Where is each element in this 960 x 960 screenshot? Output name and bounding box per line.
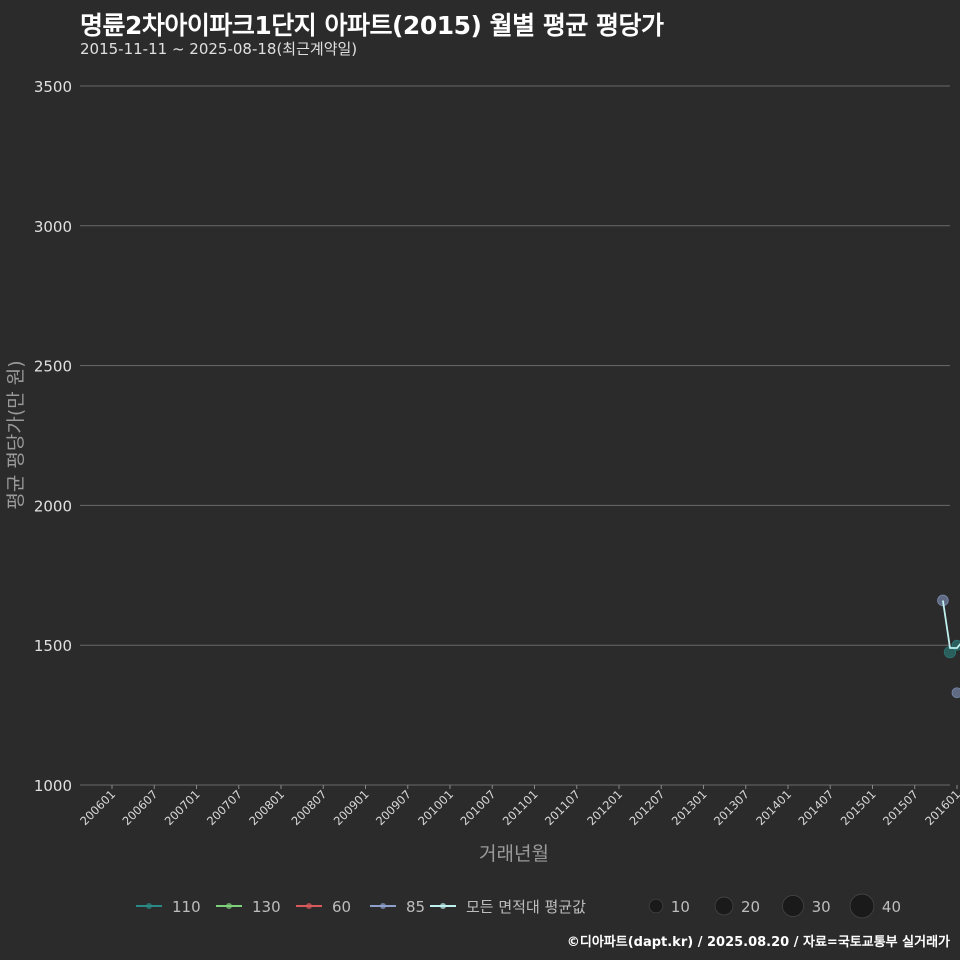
x-tick-label: 201301 bbox=[669, 787, 710, 828]
x-tick-label: 201307 bbox=[711, 787, 752, 828]
y-tick-labels: 1000 1500 2000 2500 3000 3500 bbox=[34, 78, 72, 795]
x-tick-label: 200901 bbox=[331, 787, 372, 828]
average-line bbox=[942, 600, 960, 649]
x-tick-label: 201201 bbox=[584, 787, 625, 828]
legend-key-dot bbox=[306, 903, 312, 909]
x-tick-label: 201207 bbox=[626, 787, 667, 828]
legend-size-label: 10 bbox=[671, 898, 690, 916]
x-tick-label: 201601 bbox=[922, 787, 960, 828]
source-caption: ©디아파트(dapt.kr) / 2025.08.20 / 자료=국토교통부 실… bbox=[566, 935, 950, 950]
x-tick-label: 200801 bbox=[246, 787, 287, 828]
legend: 110 130 60 85 모든 면적대 평균값 10 20 30 40 bbox=[136, 893, 901, 919]
y-tick-label: 1500 bbox=[34, 637, 72, 655]
x-tick-label: 200601 bbox=[77, 787, 118, 828]
x-tick-label: 201401 bbox=[753, 787, 794, 828]
legend-label: 85 bbox=[406, 898, 425, 916]
legend-size-circle bbox=[782, 895, 804, 917]
legend-label: 60 bbox=[332, 898, 351, 916]
x-tick-label: 201101 bbox=[500, 787, 541, 828]
legend-label: 130 bbox=[252, 898, 281, 916]
x-tick-labels: 200601 200607 200701 200707 200801 200807 2009… bbox=[77, 785, 960, 828]
average-line-layer bbox=[942, 600, 960, 649]
x-tick-label: 200807 bbox=[288, 787, 329, 828]
x-tick-label: 201107 bbox=[542, 787, 583, 828]
legend-key-dot bbox=[146, 903, 152, 909]
legend-key-dot bbox=[440, 903, 446, 909]
x-tick-label: 200707 bbox=[204, 787, 245, 828]
x-tick-label: 200907 bbox=[373, 787, 414, 828]
legend-size-label: 30 bbox=[812, 898, 831, 916]
legend-size-circle bbox=[714, 896, 734, 916]
x-tick-label: 200607 bbox=[119, 787, 160, 828]
data-points bbox=[937, 594, 960, 699]
y-tick-label: 3000 bbox=[34, 218, 72, 236]
point-85 bbox=[951, 687, 960, 699]
x-tick-label: 201507 bbox=[880, 787, 921, 828]
legend-key-dot bbox=[226, 903, 232, 909]
x-tick-label: 201007 bbox=[457, 787, 498, 828]
legend-size-circle bbox=[648, 898, 664, 914]
y-tick-label: 2000 bbox=[34, 497, 72, 515]
y-tick-label: 1000 bbox=[34, 777, 72, 795]
chart-title: 명륜2차아이파크1단지 아파트(2015) 월별 평균 평당가 bbox=[80, 11, 664, 40]
legend-size-label: 20 bbox=[741, 898, 760, 916]
x-tick-label: 201501 bbox=[838, 787, 879, 828]
legend-label: 110 bbox=[172, 898, 201, 916]
y-tick-label: 2500 bbox=[34, 358, 72, 376]
chart-subtitle: 2015-11-11 ~ 2025-08-18(최근계약일) bbox=[80, 40, 358, 58]
legend-size-circle bbox=[849, 893, 875, 919]
x-tick-label: 201001 bbox=[415, 787, 456, 828]
legend-size-label: 40 bbox=[882, 898, 901, 916]
x-axis-label: 거래년월 bbox=[479, 843, 549, 865]
grid-layer bbox=[80, 85, 950, 786]
legend-label: 모든 면적대 평균값 bbox=[466, 898, 586, 916]
x-tick-label: 201407 bbox=[795, 787, 836, 828]
y-axis-label: 평균 평당가(만 원) bbox=[5, 360, 27, 509]
y-tick-label: 3500 bbox=[34, 78, 72, 96]
legend-key-dot bbox=[380, 903, 386, 909]
x-tick-label: 200701 bbox=[162, 787, 203, 828]
